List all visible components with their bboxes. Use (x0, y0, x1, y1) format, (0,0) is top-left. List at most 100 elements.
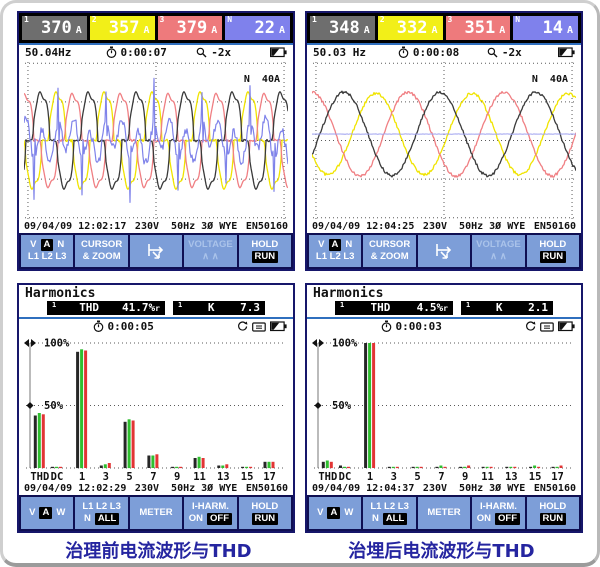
softkey-voltage[interactable]: VOLTAGE ∧ ∧ (472, 235, 525, 267)
status-datetime: 09/04/09 12:02:29 (24, 483, 127, 494)
screens-grid: 1 370 A 2 357 A 3 379 A N 22 A (17, 11, 583, 533)
meter-label: METER (139, 506, 173, 518)
softkey-pan-arrows[interactable] (417, 235, 471, 267)
k-badge-sup: 1 (178, 301, 183, 309)
softkey-iharm[interactable]: I-HARM. ON OFF (472, 497, 525, 529)
svg-text:DC: DC (51, 471, 64, 483)
cursor-label-2: & ZOOM (82, 251, 121, 262)
k-badge-sup: 1 (466, 301, 471, 309)
k-badge-label: K (207, 301, 215, 314)
status-standard: EN50160 (245, 221, 288, 232)
stopwatch-icon (93, 320, 103, 332)
svg-text:15: 15 (529, 471, 542, 483)
iharm-label: I-HARM. (191, 500, 229, 512)
on-label: ON (188, 513, 204, 524)
status-row: 09/04/09 12:02:29 230V 50Hz 3Ø WYE EN501… (19, 483, 293, 495)
meter-label: METER (427, 506, 461, 518)
lines-label: L1 L2 L3 (370, 500, 409, 512)
panel-harmonics-before: Harmonics 1 THD 41.7%r 1 K 7.3 0:00:05 (17, 283, 295, 533)
reading-neutral-tag: N (515, 15, 521, 24)
hold-label: HOLD (539, 238, 567, 250)
thd-badge-suffix: r (443, 304, 448, 313)
reading-l2-tag: 2 (379, 15, 385, 24)
softkey-line-select[interactable]: L1 L2 L3 N ALL (75, 497, 128, 529)
hold-label: HOLD (251, 500, 279, 512)
status-config: 230V 50Hz 3Ø WYE (422, 483, 526, 494)
status-datetime: 09/04/09 12:04:37 (312, 483, 415, 494)
softkey-meter[interactable]: METER (129, 497, 183, 529)
caption-after: 治埋后电流波形与THD (348, 541, 535, 562)
softkey-hold-run[interactable]: HOLD RUN (238, 497, 292, 529)
info-row: 50.03 Hz 0:00:08 -2x (307, 45, 581, 60)
softkey-iharm[interactable]: I-HARM. ON OFF (184, 497, 237, 529)
reading-l1: 1 348 A (310, 16, 375, 40)
softkey-voltage[interactable]: VOLTAGE ∧ ∧ (184, 235, 237, 267)
run-key: RUN (251, 251, 279, 264)
refresh-icon (526, 321, 536, 331)
reading-l2: 2 332 A (377, 15, 443, 40)
panel-waveform-after: 1 348 A 2 332 A 3 351 A N 14 A (305, 11, 583, 271)
range-label: N 40A (243, 74, 280, 85)
svg-text:50%: 50% (44, 400, 64, 412)
reading-neutral-tag: N (227, 15, 233, 24)
svg-text:9: 9 (174, 471, 180, 483)
panel-waveform-before: 1 370 A 2 357 A 3 379 A N 22 A (17, 11, 295, 271)
voltage-sub-label: ∧ ∧ (202, 251, 219, 262)
figure-captions: 治理前电流波形与THD 治埋后电流波形与THD (17, 537, 583, 563)
phase-current-readings: 1 370 A 2 357 A 3 379 A N 22 A (19, 13, 293, 43)
svg-text:1: 1 (79, 471, 85, 483)
reading-neutral-value: 22 (254, 18, 275, 38)
panel-harmonics-after: Harmonics 1 THD 4.5%r 1 K 2.1 0:00:03 (305, 283, 583, 533)
softkey-hold-run[interactable]: HOLD RUN (526, 497, 580, 529)
lines-label: L1 L2 L3 (82, 500, 121, 512)
pan-arrows-icon (148, 244, 164, 259)
status-config: 230V 50Hz 3Ø WYE (134, 483, 238, 494)
softkey-cursor-zoom[interactable]: CURSOR & ZOOM (363, 235, 416, 267)
all-key: ALL (382, 513, 408, 526)
softkey-n-label: N (57, 238, 65, 250)
reading-l3: 3 379 A (157, 16, 223, 40)
harmonics-chart-after: 100% 50% THD DC 1 3 5 7 9 11 13 15 17 (312, 334, 576, 483)
hold-label: HOLD (539, 500, 567, 512)
softkey-a-key: A (327, 506, 341, 520)
zoom-level: -2x (501, 46, 522, 59)
battery-icon (558, 47, 575, 58)
svg-text:3: 3 (391, 471, 397, 483)
svg-text:11: 11 (481, 471, 494, 483)
waveform-plot-before: N 40A (24, 60, 288, 221)
reading-l3-value: 379 (176, 18, 208, 38)
svg-text:50%: 50% (332, 400, 352, 412)
softkey-pan-arrows[interactable] (129, 235, 183, 267)
stopwatch-icon (381, 320, 391, 332)
softkey-cursor-zoom[interactable]: CURSOR & ZOOM (75, 235, 128, 267)
svg-text:THD: THD (318, 471, 337, 483)
info-row: 0:00:05 (19, 319, 293, 334)
softkey-hold-run[interactable]: HOLD RUN (526, 235, 580, 267)
thd-badge-suffix: r (155, 304, 160, 313)
scope-screen: 0:00:03 100% 50% THD DC 1 3 5 7 9 11 13 15 17 09/04/… (307, 317, 581, 495)
softkey-line-select[interactable]: L1 L2 L3 N ALL (363, 497, 416, 529)
voltage-sub-label: ∧ ∧ (490, 251, 507, 262)
waveform-plot-after: N 40A (312, 60, 576, 221)
reading-l3-unit: A (499, 25, 506, 36)
softkey-meter[interactable]: METER (417, 497, 471, 529)
all-key: ALL (94, 513, 120, 526)
reading-l1-value: 370 (41, 18, 72, 38)
refresh-icon (238, 321, 248, 331)
thd-badge-label: THD (79, 301, 100, 314)
status-row: 09/04/09 12:02:17 230V 50Hz 3Ø WYE EN501… (19, 221, 293, 233)
svg-text:15: 15 (241, 471, 254, 483)
reading-l1-unit: A (363, 25, 370, 36)
stopwatch-icon (398, 46, 409, 58)
softkey-a-key: A (328, 238, 342, 251)
softkey-hold-run[interactable]: HOLD RUN (238, 235, 292, 267)
phase-current-readings: 1 348 A 2 332 A 3 351 A N 14 A (307, 13, 581, 43)
